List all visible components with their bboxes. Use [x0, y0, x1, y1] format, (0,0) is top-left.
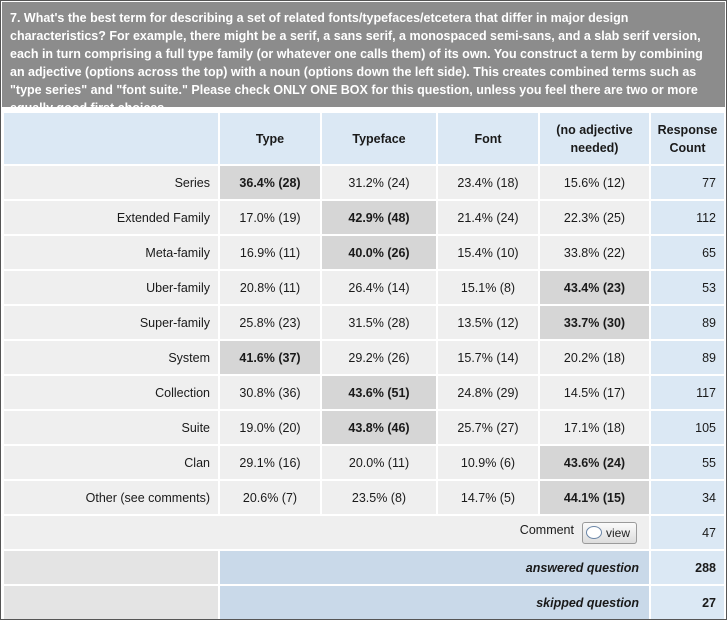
response-count-cell: 105: [651, 411, 724, 444]
response-cell: 29.1% (16): [220, 446, 320, 479]
response-cell: 33.7% (30): [540, 306, 649, 339]
answered-question-label: answered question: [220, 551, 649, 584]
skipped-question-count: 27: [651, 586, 724, 619]
table-row: Other (see comments) 20.6% (7) 23.5% (8) 14…: [4, 481, 724, 514]
response-cell: 13.5% (12): [438, 306, 538, 339]
question-text: 7. What's the best term for describing a…: [2, 2, 725, 115]
response-cell: 31.2% (24): [322, 166, 436, 199]
row-label-system: System: [4, 341, 218, 374]
response-cell: 14.5% (17): [540, 376, 649, 409]
row-label-other-see-comments: Other (see comments): [4, 481, 218, 514]
column-header-type: Type: [220, 113, 320, 164]
view-button-label: view: [605, 525, 630, 540]
response-cell: 20.8% (11): [220, 271, 320, 304]
table-row: Suite 19.0% (20) 43.8% (46) 25.7% (27) 17.1%…: [4, 411, 724, 444]
response-cell: 30.8% (36): [220, 376, 320, 409]
response-cell: 20.6% (7): [220, 481, 320, 514]
response-cell: 25.8% (23): [220, 306, 320, 339]
response-count-cell: 89: [651, 306, 724, 339]
table-row: Series 36.4% (28) 31.2% (24) 23.4% (18) 15.6…: [4, 166, 724, 199]
response-cell: 16.9% (11): [220, 236, 320, 269]
speech-bubble-icon: [585, 525, 602, 539]
response-cell: 17.0% (19): [220, 201, 320, 234]
table-row: Extended Family 17.0% (19) 42.9% (48) 21.4%…: [4, 201, 724, 234]
response-cell: 33.8% (22): [540, 236, 649, 269]
response-cell: 23.5% (8): [322, 481, 436, 514]
response-cell: 23.4% (18): [438, 166, 538, 199]
row-label-clan: Clan: [4, 446, 218, 479]
response-cell: 43.4% (23): [540, 271, 649, 304]
table-row: Meta-family 16.9% (11) 40.0% (26) 15.4% (10…: [4, 236, 724, 269]
column-header-row: Type Typeface Font (no adjective needed)…: [4, 113, 724, 164]
response-count-cell: 55: [651, 446, 724, 479]
response-cell: 14.7% (5): [438, 481, 538, 514]
response-cell: 15.1% (8): [438, 271, 538, 304]
answered-question-row: answered question 288: [4, 551, 724, 584]
response-cell: 20.0% (11): [322, 446, 436, 479]
comment-row: Comment view 47: [4, 516, 724, 549]
response-cell: 21.4% (24): [438, 201, 538, 234]
row-label-collection: Collection: [4, 376, 218, 409]
response-count-cell: 77: [651, 166, 724, 199]
table-row: System 41.6% (37) 29.2% (26) 15.7% (14) 20.2…: [4, 341, 724, 374]
response-cell: 41.6% (37): [220, 341, 320, 374]
table-row: Uber-family 20.8% (11) 26.4% (14) 15.1% (8)…: [4, 271, 724, 304]
summary-blank-cell: [4, 551, 218, 584]
response-cell: 24.8% (29): [438, 376, 538, 409]
response-cell: 29.2% (26): [322, 341, 436, 374]
response-cell: 31.5% (28): [322, 306, 436, 339]
response-cell: 43.8% (46): [322, 411, 436, 444]
row-label-meta-family: Meta-family: [4, 236, 218, 269]
response-cell: 43.6% (24): [540, 446, 649, 479]
response-cell: 20.2% (18): [540, 341, 649, 374]
response-count-cell: 53: [651, 271, 724, 304]
column-header-typeface: Typeface: [322, 113, 436, 164]
row-label-suite: Suite: [4, 411, 218, 444]
column-header-font: Font: [438, 113, 538, 164]
comment-cell: Comment view: [4, 516, 649, 549]
row-label-series: Series: [4, 166, 218, 199]
response-count-cell: 65: [651, 236, 724, 269]
response-cell: 10.9% (6): [438, 446, 538, 479]
response-cell: 22.3% (25): [540, 201, 649, 234]
response-cell: 42.9% (48): [322, 201, 436, 234]
response-count-cell: 89: [651, 341, 724, 374]
table-row: Collection 30.8% (36) 43.6% (51) 24.8% (29)…: [4, 376, 724, 409]
column-header-response-count: Response Count: [651, 113, 724, 164]
response-cell: 44.1% (15): [540, 481, 649, 514]
skipped-question-row: skipped question 27: [4, 586, 724, 619]
response-cell: 15.7% (14): [438, 341, 538, 374]
response-cell: 43.6% (51): [322, 376, 436, 409]
response-cell: 15.6% (12): [540, 166, 649, 199]
table-row: Super-family 25.8% (23) 31.5% (28) 13.5% (1…: [4, 306, 724, 339]
comment-count-cell: 47: [651, 516, 724, 549]
skipped-question-label: skipped question: [220, 586, 649, 619]
row-label-uber-family: Uber-family: [4, 271, 218, 304]
response-cell: 36.4% (28): [220, 166, 320, 199]
response-cell: 25.7% (27): [438, 411, 538, 444]
response-count-cell: 112: [651, 201, 724, 234]
response-cell: 15.4% (10): [438, 236, 538, 269]
row-label-super-family: Super-family: [4, 306, 218, 339]
response-cell: 40.0% (26): [322, 236, 436, 269]
summary-blank-cell: [4, 586, 218, 619]
answered-question-count: 288: [651, 551, 724, 584]
table-row: Clan 29.1% (16) 20.0% (11) 10.9% (6) 43.6% (…: [4, 446, 724, 479]
row-label-extended-family: Extended Family: [4, 201, 218, 234]
column-header-no-adjective: (no adjective needed): [540, 113, 649, 164]
response-cell: 17.1% (18): [540, 411, 649, 444]
comment-label: Comment: [519, 522, 574, 537]
response-count-cell: 34: [651, 481, 724, 514]
response-cell: 19.0% (20): [220, 411, 320, 444]
results-table: Type Typeface Font (no adjective needed)…: [2, 111, 726, 619]
header-blank-cell: [4, 113, 218, 164]
response-count-cell: 117: [651, 376, 724, 409]
response-cell: 26.4% (14): [322, 271, 436, 304]
view-comments-button[interactable]: view: [581, 521, 637, 544]
